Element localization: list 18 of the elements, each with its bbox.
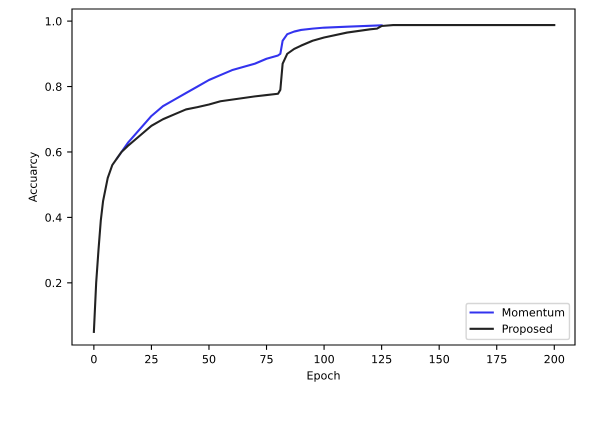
y-tick-label: 0.4 (45, 213, 62, 222)
legend-label: Momentum (502, 308, 564, 317)
x-tick-label: 125 (372, 354, 392, 364)
x-tick-label: 100 (314, 354, 334, 364)
x-tick-label: 0 (91, 354, 97, 364)
legend-label: Proposed (502, 324, 552, 335)
x-tick-label: 25 (145, 354, 158, 364)
y-tick-label: 0.6 (45, 148, 62, 156)
x-axis-title: Epoch (308, 371, 340, 382)
y-tick-label: 0.8 (45, 82, 62, 91)
x-tick-label: 75 (260, 355, 273, 364)
x-tick-label: 175 (487, 355, 506, 364)
y-tick-label: 1.0 (46, 17, 62, 26)
x-tick-label: 50 (202, 354, 216, 364)
x-tick-label: 150 (430, 354, 450, 364)
x-tick-label: 200 (544, 354, 564, 364)
y-tick-label: 0.2 (45, 278, 62, 288)
y-axis-title: Accuarcy (28, 152, 40, 202)
